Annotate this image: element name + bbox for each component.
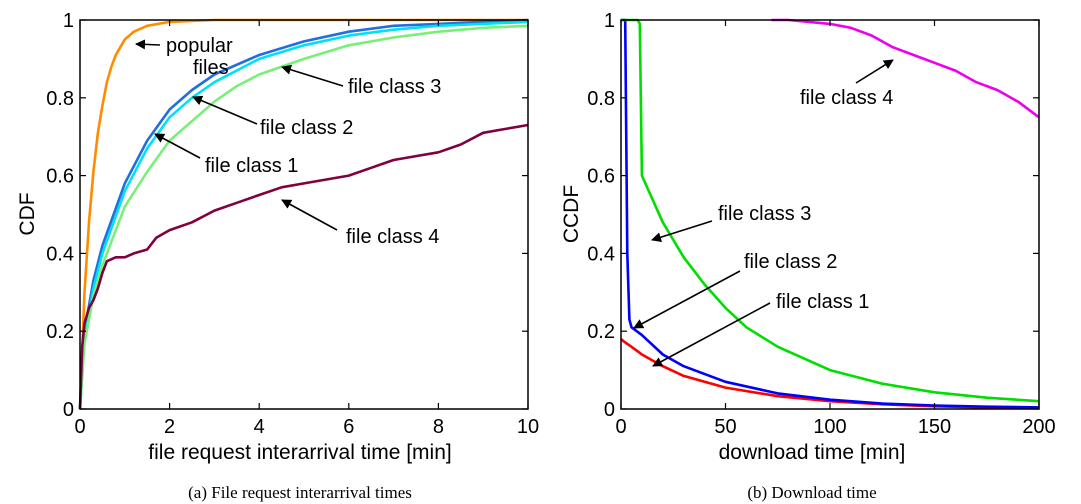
panel-a-ytick-label: 0.2 xyxy=(46,321,74,343)
panel-a-ytick-label: 0.4 xyxy=(46,243,74,265)
annotation-arrow-class4 xyxy=(281,199,338,231)
panel-a-xtick-label: 8 xyxy=(433,416,444,438)
panel-b-xtick-label: 100 xyxy=(813,416,846,438)
panel-a-xtick-label: 4 xyxy=(254,416,265,438)
annotation-arrow-b-class4 xyxy=(855,59,894,84)
panel-a-ylabel: CDF xyxy=(16,192,39,235)
panel-b-ylabel: CCDF xyxy=(560,185,583,243)
panel-a-curves xyxy=(78,18,529,410)
panel-a-xtick-label: 10 xyxy=(517,416,539,438)
panel-a-series-file-class-3 xyxy=(78,24,529,410)
panel-a-xtick-label: 2 xyxy=(164,416,175,438)
panel-b-ytick-label: 0.4 xyxy=(587,243,615,265)
panel-b-ytick-label: 0.8 xyxy=(587,88,615,110)
panel-a-ytick-label: 0 xyxy=(63,399,74,421)
panel-b-ytick-label: 0 xyxy=(604,399,615,421)
annotation-arrow-class1 xyxy=(154,133,201,159)
panel-b-xtick-label: 200 xyxy=(1022,416,1055,438)
panel-a-caption: (a) File request interarrival times xyxy=(188,483,412,502)
panel-a-xlabel: file request interarrival time [min] xyxy=(148,441,451,464)
panel-a-series-file-class-2 xyxy=(78,20,529,410)
panel-a-series-popular-files xyxy=(78,18,528,410)
panel-b-ytick-label: 1 xyxy=(604,10,615,32)
panel-a: 0 2 4 6 8 10 0 0.2 0.4 0.6 0.8 1 file request inter… xyxy=(16,10,539,502)
annotation-class2: file class 2 xyxy=(260,117,353,139)
annotation-class4: file class 4 xyxy=(346,226,439,248)
panel-b-xtick-label: 150 xyxy=(918,416,951,438)
annotation-popular-line1: popular xyxy=(166,35,233,57)
panel-a-xtick-label: 6 xyxy=(343,416,354,438)
panel-a-series-file-class-4 xyxy=(78,123,529,410)
annotation-arrow-class3 xyxy=(281,64,344,87)
annotation-b-class2: file class 2 xyxy=(744,251,837,273)
panel-a-ytick-label: 0.6 xyxy=(46,166,74,188)
annotation-popular-line2: files xyxy=(193,57,229,79)
annotation-arrow-b-class2 xyxy=(633,270,741,329)
annotation-b-class1: file class 1 xyxy=(776,291,869,313)
panel-a-series-file-class-1 xyxy=(78,18,529,410)
annotation-b-class3: file class 3 xyxy=(718,203,811,225)
panel-b-xlabel: download time [min] xyxy=(719,441,906,464)
annotation-class3: file class 3 xyxy=(348,76,441,98)
panel-b: 0 50 100 150 200 0 0.2 0.4 0.6 0.8 1 download time… xyxy=(560,10,1056,502)
annotation-b-class4: file class 4 xyxy=(800,87,893,109)
panel-b-series-file-class-4 xyxy=(771,18,1040,119)
annotation-arrow-popular xyxy=(135,39,161,50)
panel-b-ytick-label: 0.2 xyxy=(587,321,615,343)
panel-b-caption: (b) Download time xyxy=(747,483,876,502)
panel-b-xtick-label: 50 xyxy=(714,416,736,438)
panel-b-ticks: 0 50 100 150 200 0 0.2 0.4 0.6 0.8 1 xyxy=(587,10,1056,438)
annotation-arrow-class2 xyxy=(192,95,258,125)
panel-a-axes-box xyxy=(79,19,529,410)
panel-b-xtick-label: 0 xyxy=(615,416,626,438)
panel-b-series-file-class-3 xyxy=(621,18,1040,403)
annotation-class1: file class 1 xyxy=(205,155,298,177)
panel-a-ticks: 0 2 4 6 8 10 0 0.2 0.4 0.6 0.8 1 xyxy=(46,10,539,438)
annotation-arrow-b-class1 xyxy=(652,302,771,367)
panel-b-axes-box xyxy=(620,19,1040,410)
panel-a-ytick-label: 0.8 xyxy=(46,88,74,110)
panel-b-ytick-label: 0.6 xyxy=(587,166,615,188)
panel-a-ytick-label: 1 xyxy=(63,10,74,32)
panel-a-xtick-label: 0 xyxy=(74,416,85,438)
annotation-arrow-b-class3 xyxy=(651,220,713,243)
